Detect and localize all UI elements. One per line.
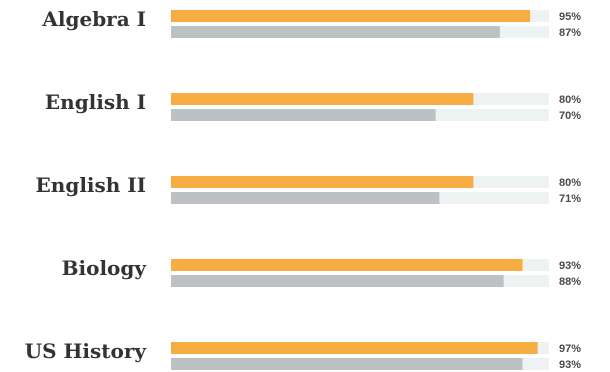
bar-biology-series-2 [171, 275, 504, 287]
bar-us-history-series-1 [171, 342, 538, 354]
bar-english-ii-series-2 [171, 192, 440, 204]
bar-biology-series-1 [171, 259, 523, 271]
value-label-english-ii-series-2: 71% [559, 193, 581, 205]
category-label-english-ii: English II [36, 173, 146, 197]
value-label-us-history-series-2: 93% [559, 359, 581, 371]
value-label-english-i-series-1: 80% [559, 94, 581, 106]
category-label-algebra-i: Algebra I [41, 7, 146, 31]
bar-english-i-series-1 [171, 93, 474, 105]
value-label-algebra-i-series-2: 87% [559, 27, 581, 39]
value-label-algebra-i-series-1: 95% [559, 11, 581, 23]
value-label-biology-series-1: 93% [559, 260, 581, 272]
category-label-english-i: English I [45, 90, 146, 114]
value-label-us-history-series-1: 97% [559, 343, 581, 355]
bar-english-i-series-2 [171, 109, 436, 121]
value-label-english-ii-series-1: 80% [559, 177, 581, 189]
category-label-us-history: US History [25, 339, 148, 363]
value-label-english-i-series-2: 70% [559, 110, 581, 122]
category-label-biology: Biology [62, 256, 148, 280]
bar-algebra-i-series-2 [171, 26, 500, 38]
bar-algebra-i-series-1 [171, 10, 531, 22]
bar-us-history-series-2 [171, 358, 523, 370]
bar-english-ii-series-1 [171, 176, 474, 188]
value-label-biology-series-2: 88% [559, 276, 581, 288]
